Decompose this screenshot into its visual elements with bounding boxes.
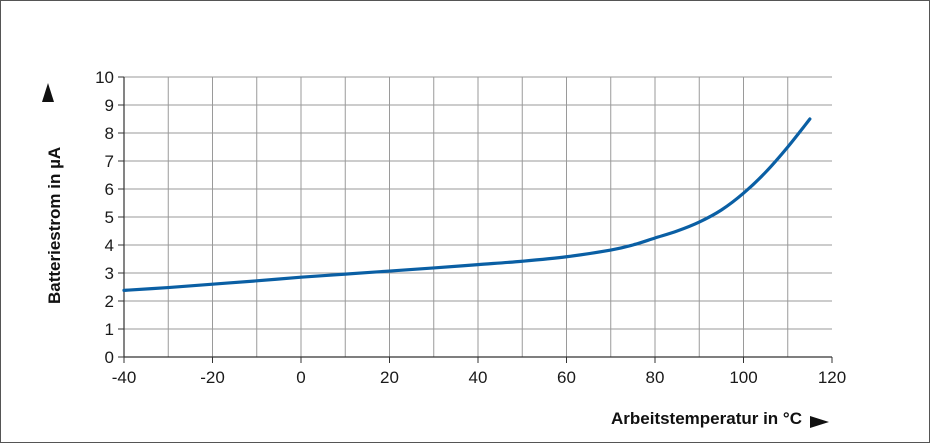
grid [124, 76, 832, 357]
series-line [122, 117, 812, 292]
y-tick-label: 10 [95, 68, 114, 87]
y-axis-ticks: 0 1 2 3 4 5 6 7 8 9 10 [95, 68, 124, 367]
y-axis-arrow-icon [42, 83, 54, 102]
y-tick-label: 5 [105, 208, 114, 227]
y-tick-label: 1 [105, 320, 114, 339]
x-tick-label: -40 [112, 368, 137, 387]
x-tick-label: 0 [296, 368, 305, 387]
x-tick-label: 60 [557, 368, 576, 387]
y-tick-label: 3 [105, 264, 114, 283]
x-tick-label: 20 [380, 368, 399, 387]
series-layer [122, 117, 812, 292]
y-tick-label: 7 [105, 152, 114, 171]
x-tick-label: 100 [729, 368, 757, 387]
y-axis-title: Batteriestrom in µA [45, 147, 64, 304]
y-tick-label: 2 [105, 292, 114, 311]
x-axis-title: Arbeitstemperatur in °C [611, 409, 802, 428]
x-axis-arrow-icon [810, 416, 829, 428]
y-tick-label: 9 [105, 96, 114, 115]
y-tick-label: 6 [105, 180, 114, 199]
x-tick-label: -20 [200, 368, 225, 387]
x-axis-ticks: -40 -20 0 20 40 60 80 100 120 [112, 357, 846, 387]
y-tick-label: 0 [105, 348, 114, 367]
y-tick-label: 4 [105, 236, 114, 255]
x-tick-label: 40 [469, 368, 488, 387]
y-tick-label: 8 [105, 124, 114, 143]
x-tick-label: 120 [818, 368, 846, 387]
x-tick-label: 80 [646, 368, 665, 387]
